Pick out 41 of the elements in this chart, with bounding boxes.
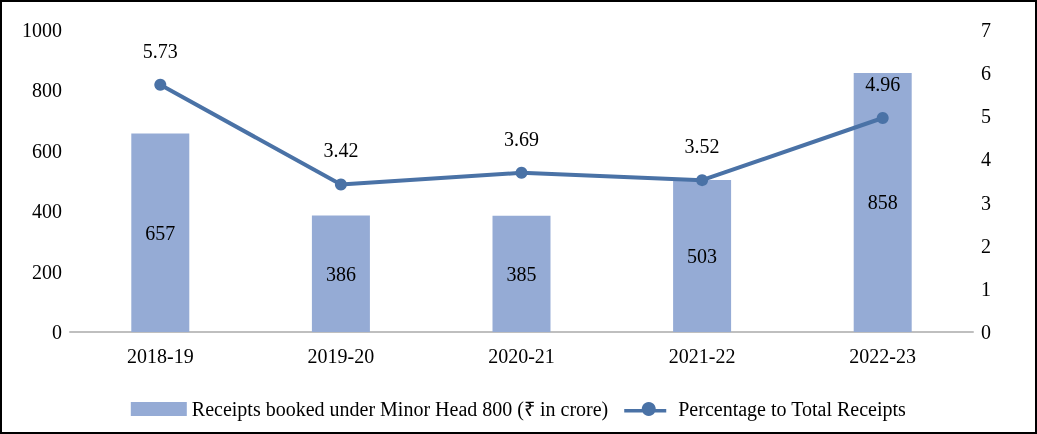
- data-label: 385: [506, 262, 537, 285]
- data-label: 4.96: [865, 73, 901, 96]
- data-label: 3.69: [504, 127, 539, 150]
- point: [696, 174, 709, 187]
- y-tick-label: 400: [32, 200, 62, 223]
- y2-tick-label: 5: [981, 105, 991, 128]
- data-label: 3.42: [323, 139, 359, 162]
- y2-tick-label: 1: [981, 277, 991, 300]
- bar: [311, 215, 370, 332]
- y2-tick-label: 7: [981, 19, 991, 41]
- x-tick-label: 2022-23: [849, 345, 917, 367]
- y2-tick-label: 6: [981, 62, 991, 85]
- data-label: 5.73: [142, 39, 178, 62]
- x-tick-label: 2018-19: [126, 345, 194, 367]
- y2-tick-label: 2: [981, 234, 991, 257]
- x-tick-label: 2019-20: [307, 345, 375, 367]
- x-tick-label: 2020-21: [488, 345, 555, 367]
- y-tick-label: 600: [32, 139, 62, 162]
- data-label: 657: [145, 221, 176, 244]
- bar: [492, 215, 551, 332]
- y2-tick-label: 3: [981, 191, 991, 214]
- bar: [853, 72, 912, 332]
- data-label: 858: [867, 191, 898, 214]
- y2-tick-label: 0: [981, 321, 991, 343]
- point: [154, 78, 167, 91]
- point: [515, 166, 528, 179]
- y-tick-label: 800: [32, 79, 62, 102]
- legend-label: Percentage to Total Receipts: [678, 398, 907, 421]
- y-tick-label: 200: [32, 260, 62, 283]
- bar: [673, 180, 732, 332]
- bar: [131, 133, 190, 332]
- point: [334, 178, 347, 191]
- y-tick-label: 0: [52, 321, 62, 343]
- legend-label: Receipts booked under Minor Head 800 (₹ in crore): [191, 398, 609, 421]
- point: [876, 112, 889, 125]
- data-label: 503: [687, 245, 718, 268]
- y-tick-label: 1000: [22, 19, 62, 41]
- data-label: 386: [325, 262, 356, 285]
- y2-tick-label: 4: [981, 148, 991, 171]
- data-label: 3.52: [684, 135, 720, 158]
- x-tick-label: 2021-22: [668, 345, 736, 367]
